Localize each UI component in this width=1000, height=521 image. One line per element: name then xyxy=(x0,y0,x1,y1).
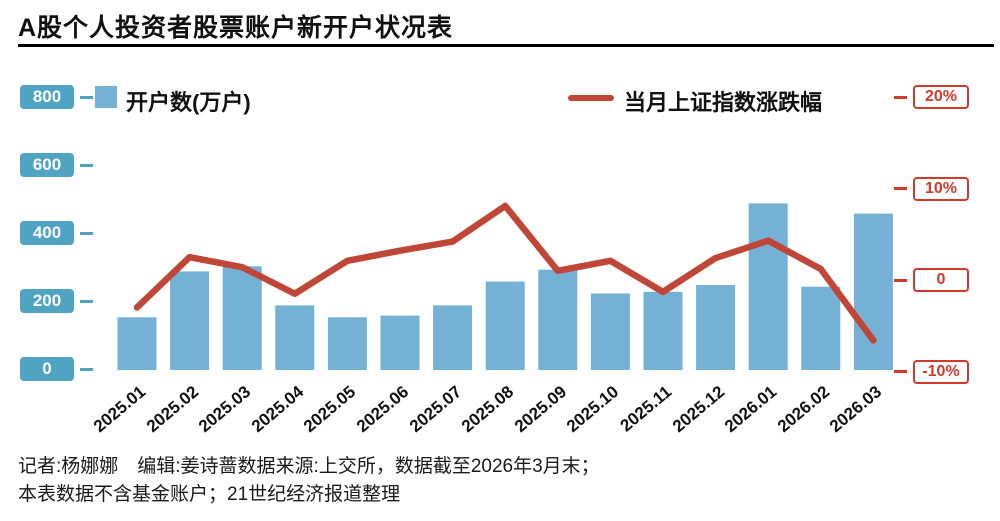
right-axis-label-20%: 20% xyxy=(913,85,969,109)
bar-2025.07 xyxy=(433,305,473,370)
right-axis-tick xyxy=(894,95,907,99)
bar-2025.08 xyxy=(485,281,525,370)
left-axis-label-0: 0 xyxy=(20,357,74,381)
legend-bar-label: 开户数(万户) xyxy=(126,90,251,115)
left-axis-label-800: 800 xyxy=(20,85,74,109)
bar-2026.01 xyxy=(748,203,788,370)
left-axis-tick xyxy=(80,163,93,167)
page-title: A股个人投资者股票账户新开户状况表 xyxy=(18,14,454,42)
title-divider xyxy=(18,44,994,47)
bar-2025.10 xyxy=(590,293,630,370)
left-axis-label-200: 200 xyxy=(20,289,74,313)
footer-note: 本表数据不含基金账户；21世纪经济报道整理 xyxy=(18,484,401,505)
left-axis-label-400: 400 xyxy=(20,221,74,245)
left-axis-tick xyxy=(80,95,93,99)
sse-change-line xyxy=(133,202,877,344)
bar-2025.11 xyxy=(643,291,683,370)
right-axis-tick xyxy=(894,278,907,282)
bar-2025.05 xyxy=(327,317,367,370)
right-axis-tick xyxy=(894,187,907,190)
right-axis-label--10%: -10% xyxy=(913,359,969,384)
right-axis-tick xyxy=(894,370,907,373)
bar-2025.03 xyxy=(222,266,262,370)
legend-bar-swatch-icon xyxy=(95,86,117,108)
bar-2026.03 xyxy=(853,213,893,370)
right-axis-label-0: 0 xyxy=(913,268,969,292)
bar-2025.12 xyxy=(696,285,736,370)
left-axis-tick xyxy=(80,367,93,371)
legend-line-label: 当月上证指数涨跌幅 xyxy=(624,90,823,115)
bar-2025.04 xyxy=(275,305,315,370)
bar-2026.02 xyxy=(801,286,841,370)
bar-2025.02 xyxy=(170,271,210,370)
bar-2025.06 xyxy=(380,315,420,370)
legend-line-swatch-icon xyxy=(568,95,614,101)
left-axis-label-600: 600 xyxy=(20,153,74,177)
bar-2025.01 xyxy=(117,317,157,370)
left-axis-tick xyxy=(80,299,93,303)
left-axis-tick xyxy=(80,231,93,235)
footer-credits: 记者:杨娜娜 编辑:姜诗蔷数据来源:上交所，数据截至2026年3月末； xyxy=(18,456,600,477)
right-axis-label-10%: 10% xyxy=(913,176,969,201)
bar-2025.09 xyxy=(538,269,578,370)
